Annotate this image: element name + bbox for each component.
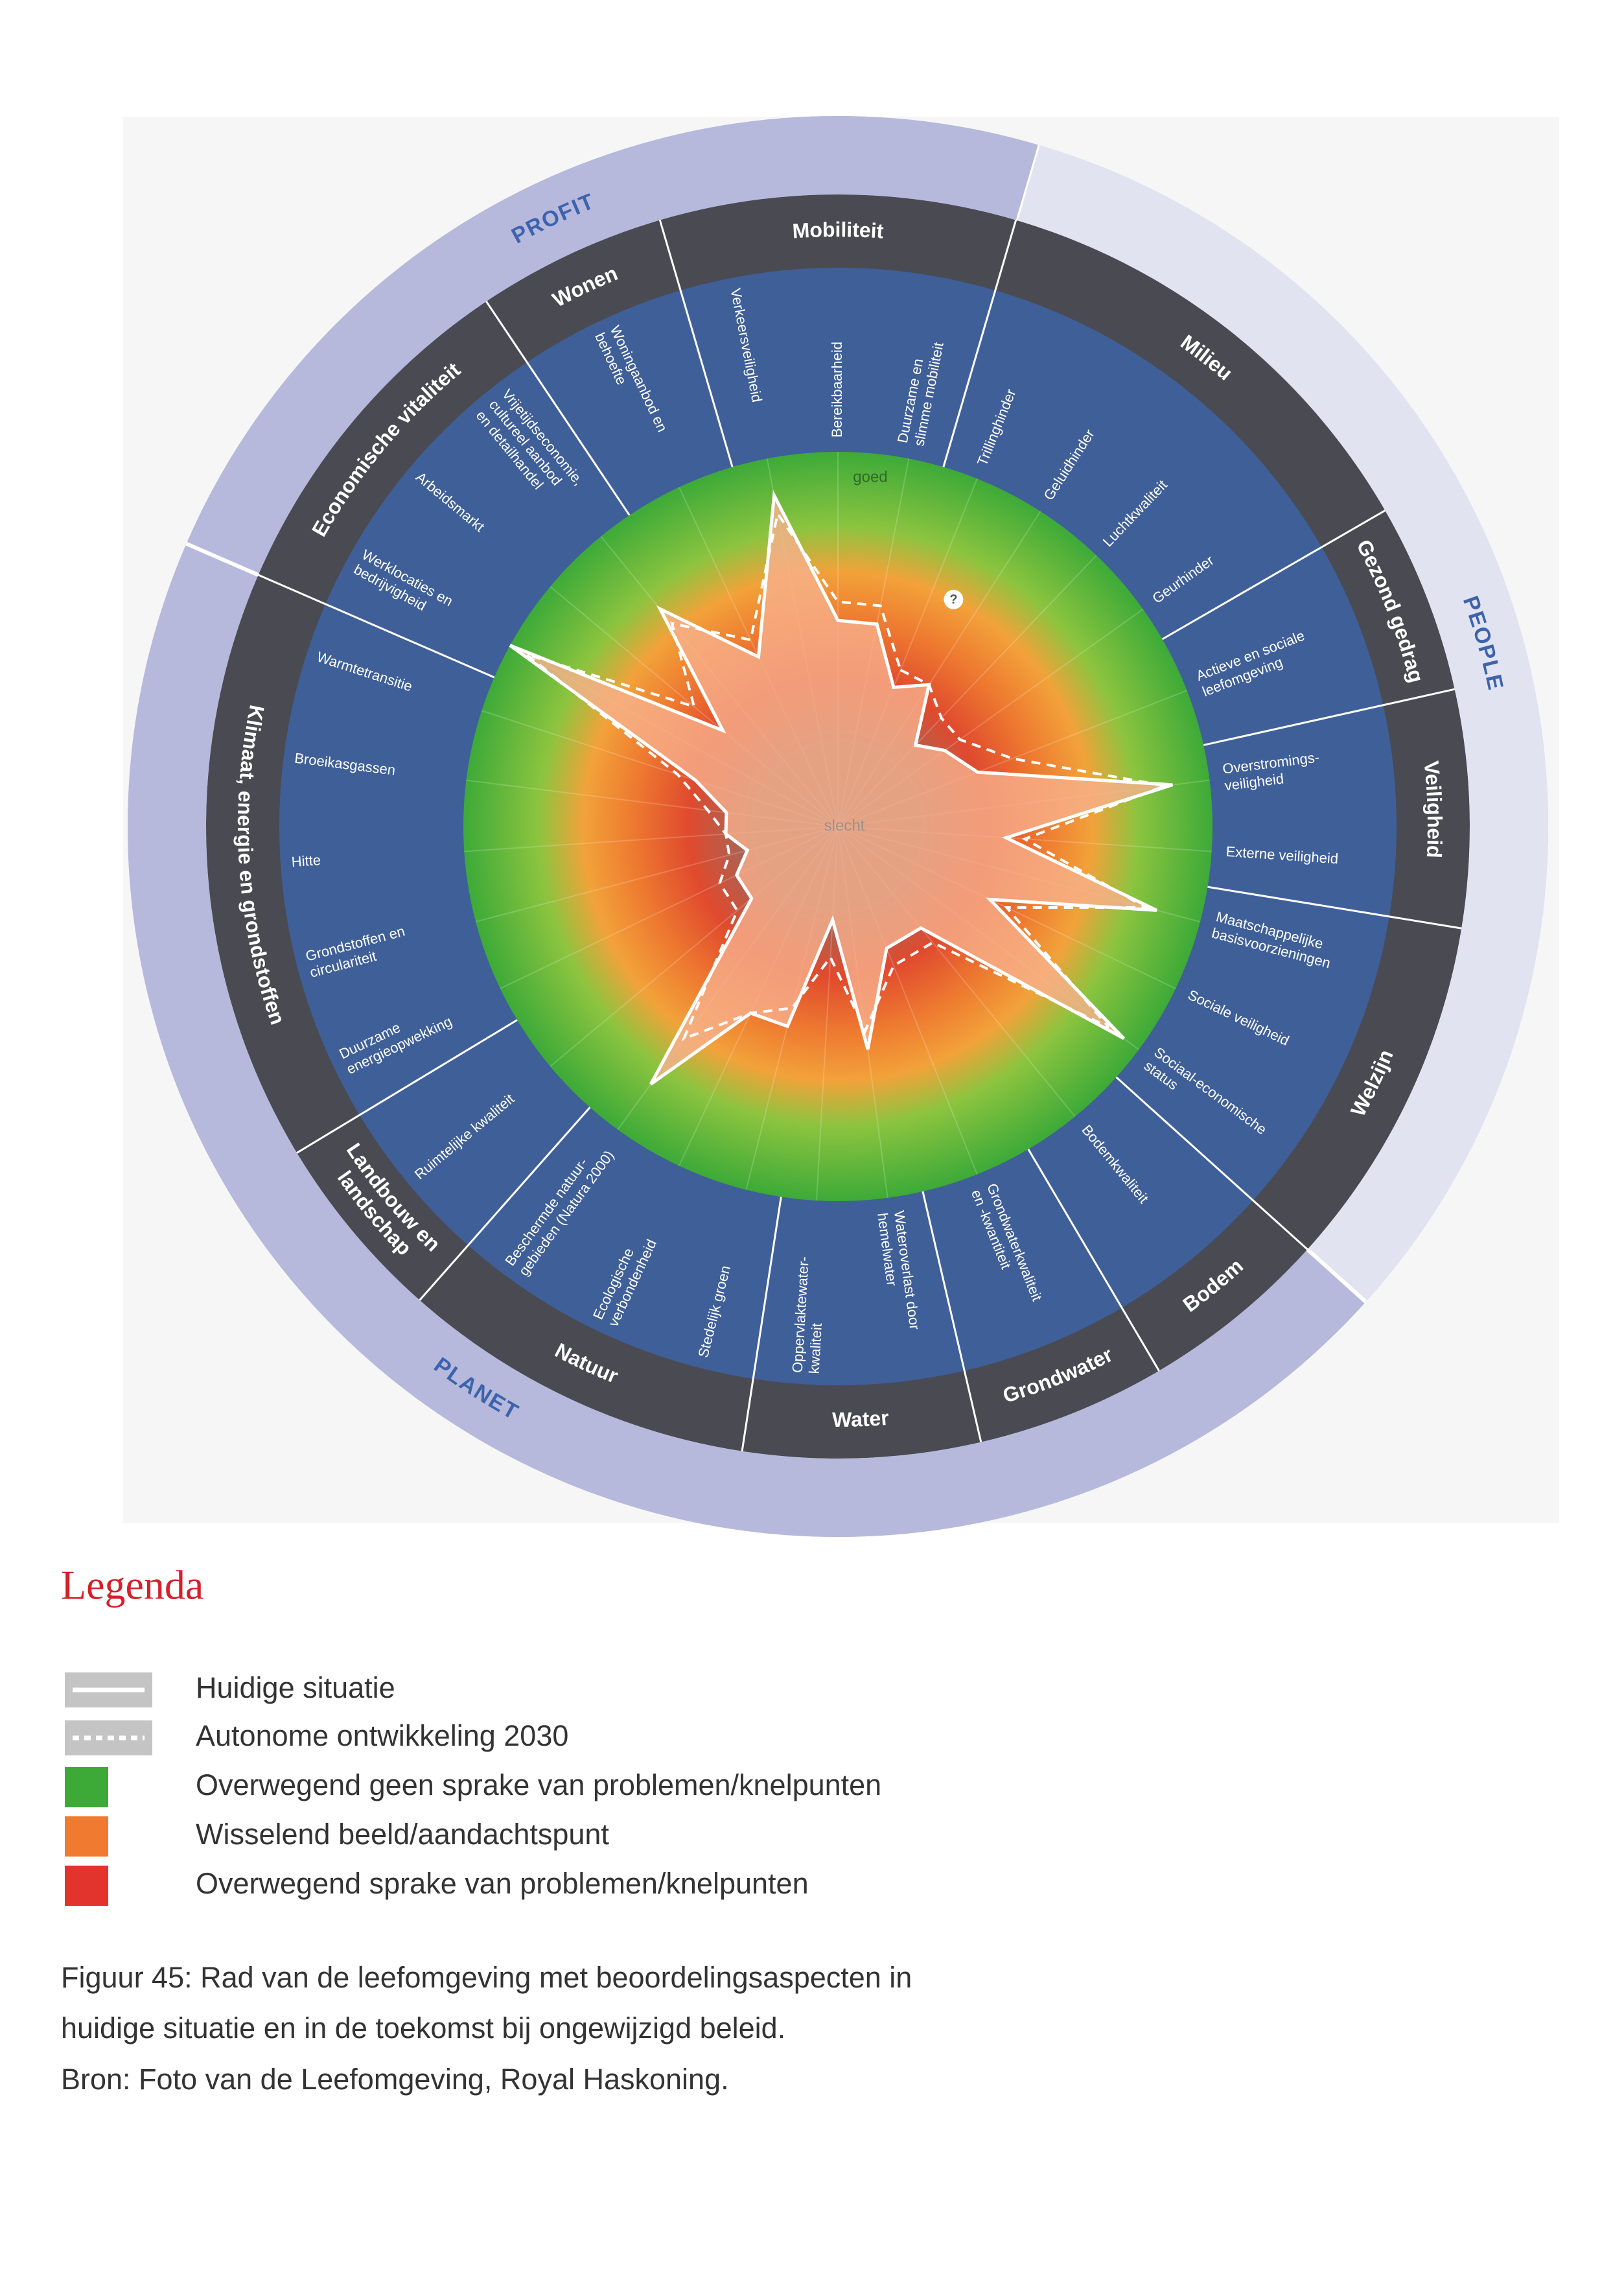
caption-line: Figuur 45: Rad van de leefomgeving met b… [61,1961,912,1994]
sector-name-path: Mobiliteit [792,218,885,243]
scale-max-label: goed [853,468,887,486]
sector-divider [1207,885,1462,930]
sector-divider [942,220,1017,467]
sector-divider [257,574,495,679]
legend-swatch [65,1767,108,1807]
scale-min-label: slecht [824,817,865,834]
legend-swatch [65,1866,108,1906]
legend-swatch [65,1816,108,1857]
sector-divider [419,1107,591,1301]
autonomous-line [526,510,1170,1041]
caption-line: huidige situatie en in de toekomst bij o… [61,2011,785,2045]
sector-name-path: Veiligheid [1419,760,1446,858]
group-band [186,116,1038,575]
legend-label: Overwegend sprake van problemen/knelpunt… [196,1867,809,1900]
legend-label: Wisselend beeld/aandachtspunt [196,1818,609,1851]
legend-label: Huidige situatie [196,1671,395,1704]
sector-divider [485,301,631,516]
group-band [1015,145,1549,1302]
sector-divider [296,1019,518,1154]
group-divider [185,542,259,577]
sector-divider [922,1191,982,1443]
legend: Legenda Huidige situatie Autonome ontwik… [61,1562,881,1906]
sector-divider [1115,1076,1308,1250]
sector-divider [1161,510,1386,640]
legend-title: Legenda [61,1562,203,1608]
sector-name: Water [832,1406,890,1431]
aspect-label: Hitte [291,852,321,870]
caption: Figuur 45: Rad van de leefomgeving met b… [61,1961,912,2096]
aspect-label: Bereikbaarheid [829,342,845,438]
sector-name: Veiligheid [1419,760,1446,858]
unknown-marker-label: ? [949,592,957,607]
group-divider [1306,1248,1367,1304]
sector-divider [1203,688,1456,746]
aspect-label: kwaliteit [806,1322,825,1374]
sector-divider [1027,1149,1160,1372]
legend-label: Autonome ontwikkeling 2030 [196,1719,568,1752]
legend-label: Overwegend geen sprake van problemen/kne… [196,1768,881,1801]
sector-name: Mobiliteit [792,218,885,243]
sector-divider [658,220,734,467]
sector-divider [741,1197,782,1451]
unknown-marker [944,589,964,609]
caption-line: Bron: Foto van de Leefomgeving, Royal Ha… [61,2063,729,2096]
sector-name-path: Water [832,1406,890,1431]
